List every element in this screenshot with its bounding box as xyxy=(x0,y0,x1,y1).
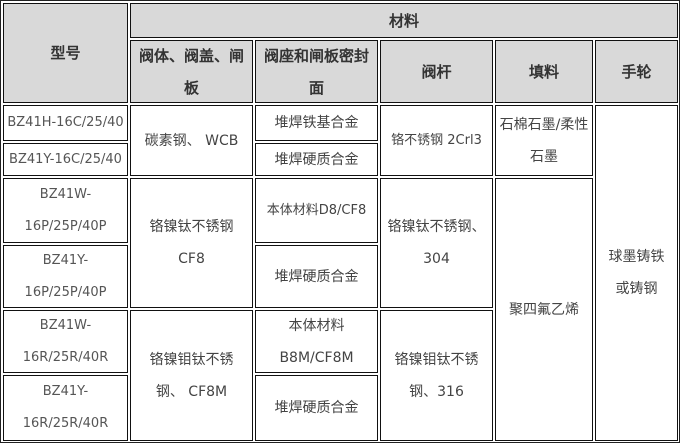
body-material-cell: 铬镍钼钛不锈钢、 CF8M xyxy=(130,310,253,441)
stem-material-cell: 铬镍钼钛不锈钢、316 xyxy=(380,310,493,441)
body-material-cell: 铬镍钛不锈钢CF8 xyxy=(130,178,253,308)
header-body-bonnet-gate: 阀体、阀盖、闸板 xyxy=(130,40,253,103)
stem-material-cell: 铬不锈钢 2Crl3 xyxy=(380,105,493,176)
model-cell: BZ41H-16C/25/40 xyxy=(3,105,128,141)
stem-material-cell: 铬镍钛不锈钢、304 xyxy=(380,178,493,308)
seal-material-cell: 本体材料B8M/CF8M xyxy=(255,310,378,373)
seal-material-cell: 堆焊硬质合金 xyxy=(255,375,378,441)
seal-material-cell: 堆焊铁基合金 xyxy=(255,105,378,141)
handwheel-material-cell: 球墨铸铁或铸钢 xyxy=(595,105,678,441)
header-materials: 材料 xyxy=(130,3,678,38)
seal-material-cell: 本体材料D8/CF8 xyxy=(255,178,378,243)
packing-material-cell: 石棉石墨/柔性石墨 xyxy=(495,105,593,176)
header-model: 型号 xyxy=(3,3,128,103)
model-cell: BZ41Y-16C/25/40 xyxy=(3,143,128,176)
header-packing: 填料 xyxy=(495,40,593,103)
model-cell: BZ41W-16P/25P/40P xyxy=(3,178,128,243)
seal-material-cell: 堆焊硬质合金 xyxy=(255,143,378,176)
seal-material-cell: 堆焊硬质合金 xyxy=(255,245,378,308)
header-seat-seal: 阀座和闸板密封面 xyxy=(255,40,378,103)
header-handwheel: 手轮 xyxy=(595,40,678,103)
model-cell: BZ41Y-16R/25R/40R xyxy=(3,375,128,441)
header-stem: 阀杆 xyxy=(380,40,493,103)
model-cell: BZ41Y-16P/25P/40P xyxy=(3,245,128,308)
model-cell: BZ41W-16R/25R/40R xyxy=(3,310,128,373)
packing-material-cell: 聚四氟乙烯 xyxy=(495,178,593,441)
body-material-cell: 碳素钢、 WCB xyxy=(130,105,253,176)
